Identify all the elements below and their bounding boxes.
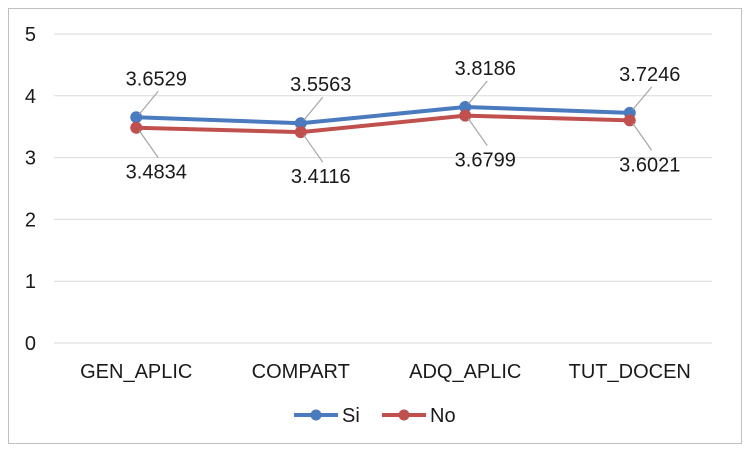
y-tick-label: 5 [25, 24, 36, 46]
chart-border [8, 8, 742, 444]
leader-line [303, 134, 324, 163]
y-axis-tick-labels: 0 1 2 3 4 5 [25, 24, 36, 355]
legend: Si No [294, 405, 456, 427]
data-label: 3.4116 [291, 166, 351, 188]
series-line-no [134, 113, 632, 135]
data-labels: 3.6529 3.5563 3.8186 3.7246 3.4834 3.4116 3.67… [126, 58, 681, 188]
y-tick-label: 1 [25, 271, 36, 293]
x-tick-label: TUT_DOCEN [569, 361, 691, 383]
x-tick-label: ADQ_APLIC [409, 361, 521, 383]
data-label: 3.4834 [126, 162, 187, 184]
leader-line [303, 96, 324, 121]
leader-line [632, 86, 653, 111]
leader-line [138, 130, 159, 159]
y-tick-label: 0 [25, 333, 36, 355]
data-point [130, 121, 143, 134]
leader-line [138, 90, 159, 115]
leader-line [467, 80, 488, 105]
data-point [623, 114, 636, 127]
x-axis-tick-labels: GEN_APLIC COMPART ADQ_APLIC TUT_DOCEN [80, 361, 691, 383]
data-label: 3.6799 [455, 150, 516, 172]
leader-line [467, 118, 488, 146]
y-tick-label: 4 [25, 86, 36, 108]
data-label: 3.6529 [126, 68, 187, 90]
data-label: 3.8186 [455, 58, 516, 80]
data-point [459, 109, 472, 122]
legend-label: Si [342, 405, 360, 427]
gridlines [54, 33, 712, 344]
data-label: 3.5563 [290, 74, 351, 96]
data-label: 3.6021 [619, 154, 680, 176]
label-leader-lines [138, 80, 653, 163]
legend-swatch-marker [398, 409, 410, 421]
x-tick-label: COMPART [252, 361, 350, 383]
leader-line [632, 123, 653, 151]
legend-swatch-marker [310, 409, 322, 421]
data-point [294, 126, 307, 139]
data-label: 3.7246 [619, 64, 680, 86]
series-line-si [134, 105, 632, 126]
legend-label: No [430, 405, 456, 427]
series-layer [130, 101, 636, 139]
y-tick-label: 3 [25, 148, 36, 170]
x-tick-label: GEN_APLIC [80, 361, 192, 383]
y-tick-label: 2 [25, 209, 36, 231]
